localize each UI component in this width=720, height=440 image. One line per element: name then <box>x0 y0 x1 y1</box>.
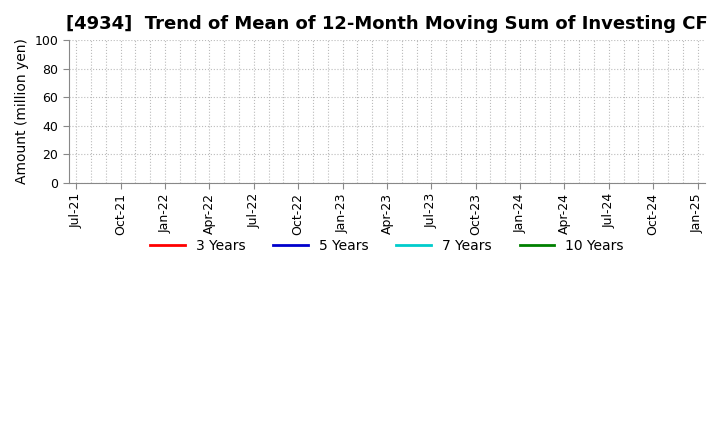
Legend: 3 Years, 5 Years, 7 Years, 10 Years: 3 Years, 5 Years, 7 Years, 10 Years <box>144 233 629 258</box>
Title: [4934]  Trend of Mean of 12-Month Moving Sum of Investing CF: [4934] Trend of Mean of 12-Month Moving … <box>66 15 708 33</box>
Y-axis label: Amount (million yen): Amount (million yen) <box>15 38 29 184</box>
